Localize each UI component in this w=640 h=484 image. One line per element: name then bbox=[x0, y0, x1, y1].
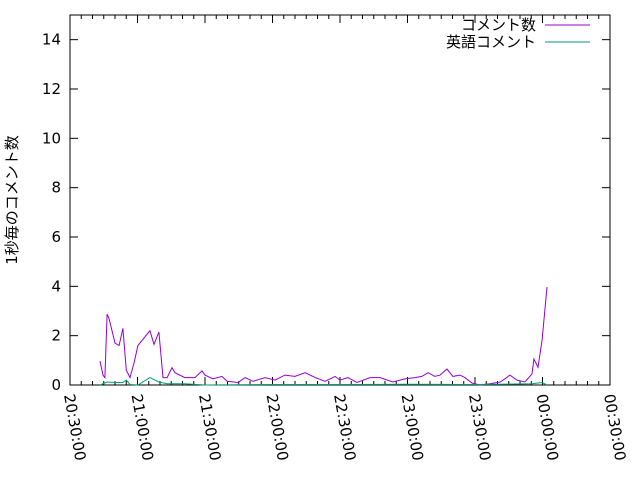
x-tick-label: 00:00:00 bbox=[533, 393, 562, 462]
y-tick-label: 2 bbox=[51, 327, 61, 345]
series-line-2 bbox=[99, 377, 548, 386]
y-tick-label: 10 bbox=[42, 129, 61, 147]
x-tick-label: 22:00:00 bbox=[263, 393, 292, 462]
x-tick-label: 21:00:00 bbox=[128, 393, 157, 462]
x-tick-label: 21:30:00 bbox=[195, 393, 224, 462]
y-tick-label: 0 bbox=[51, 376, 61, 394]
x-tick-label: 22:30:00 bbox=[330, 393, 359, 462]
x-tick-label: 00:30:00 bbox=[600, 393, 629, 462]
x-tick-label: 23:00:00 bbox=[398, 393, 427, 462]
y-tick-label: 6 bbox=[51, 228, 61, 246]
x-tick-label: 23:30:00 bbox=[465, 393, 494, 462]
y-tick-label: 4 bbox=[51, 277, 61, 295]
legend-label: 英語コメント bbox=[446, 33, 536, 51]
axes: 0 2 4 6 8 10 12 14 20:30:00 21:00:00 21:30:00 22:00… bbox=[42, 14, 629, 462]
y-tick-label: 12 bbox=[42, 80, 61, 98]
x-tick-label: 20:30:00 bbox=[60, 393, 89, 462]
series-lines bbox=[99, 287, 548, 386]
plot-border bbox=[69, 14, 611, 386]
series-line-1 bbox=[99, 287, 548, 386]
y-axis-label: 1秒毎のコメント数 bbox=[3, 135, 21, 265]
y-tick-label: 8 bbox=[51, 179, 61, 197]
y-tick-label: 14 bbox=[42, 31, 61, 49]
legend-label: コメント数 bbox=[461, 16, 536, 34]
